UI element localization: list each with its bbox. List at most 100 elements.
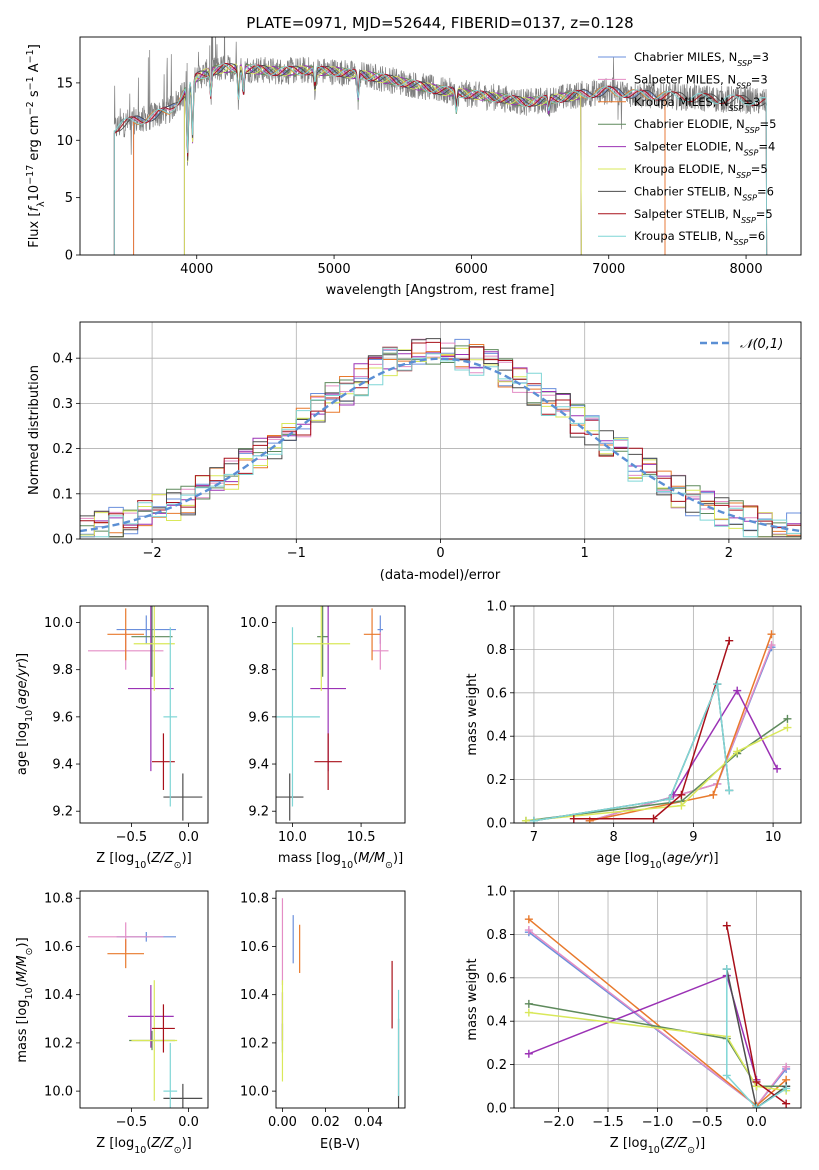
legend-count: =5 bbox=[760, 117, 777, 131]
x-axis-label-part: )] bbox=[182, 1136, 192, 1151]
x-tick-label: 4000 bbox=[180, 262, 213, 277]
y-tick-label: 0.0 bbox=[486, 1102, 507, 1117]
massweight-series-line bbox=[533, 681, 731, 822]
axes-frame bbox=[275, 605, 406, 824]
x-tick-label: 7 bbox=[530, 830, 538, 845]
legend-text: Salpeter STELIB, N bbox=[634, 207, 741, 221]
legend-text: Salpeter ELODIE, N bbox=[634, 140, 744, 154]
residual-histogram-step bbox=[80, 347, 801, 538]
x-axis-label-part: Z/Z bbox=[150, 851, 174, 866]
data-marker bbox=[529, 816, 538, 823]
plot-area bbox=[88, 606, 203, 821]
data-marker bbox=[709, 790, 718, 799]
legend-count: =3 bbox=[743, 95, 760, 109]
y-tick-label: 0.4 bbox=[52, 352, 73, 367]
x-axis-label: age [log10(age/yr)] bbox=[596, 851, 718, 871]
x-axis-label-part: Z [log bbox=[96, 851, 134, 866]
massweight-series-line bbox=[525, 726, 788, 822]
axes-frame bbox=[79, 605, 209, 824]
x-axis-label: Z [log10(Z/Z⊙)] bbox=[610, 1136, 705, 1156]
y-tick-label: 10.4 bbox=[240, 988, 269, 1003]
y-axis-label-part: s bbox=[27, 90, 42, 101]
x-tick-label: 2 bbox=[725, 546, 733, 561]
legend-text: Salpeter MILES, N bbox=[634, 72, 736, 86]
age-vs-mass-panel: 10.0 10.5 9.2 9.4 9.6 9.8 10.0 mass [log10(M/M⊙… bbox=[240, 605, 406, 871]
x-tick-label: −2.0 bbox=[543, 1115, 575, 1130]
residuals-panel: −2 −1 0 1 2 0.0 0.1 0.2 0.3 0.4 (data-model)/error… bbox=[27, 321, 802, 583]
massweight-series-line bbox=[726, 968, 787, 1108]
y-axis-label: mass weight bbox=[465, 673, 480, 755]
x-tick-label: 9 bbox=[689, 830, 697, 845]
x-tick-label: 8 bbox=[610, 830, 618, 845]
axes: 10.0 10.5 9.2 9.4 9.6 9.8 10.0 mass [log10(M/M⊙… bbox=[240, 605, 406, 871]
data-marker bbox=[782, 1099, 791, 1108]
data-marker bbox=[524, 926, 533, 935]
y-tick-label: 9.2 bbox=[248, 805, 269, 820]
y-axis-label-part: f bbox=[27, 205, 42, 212]
y-axis-label-part: ⊙ bbox=[24, 948, 35, 956]
plot-area bbox=[276, 606, 389, 821]
data-marker bbox=[524, 915, 533, 924]
x-tick-label: −0.5 bbox=[116, 1115, 148, 1130]
y-tick-label: 10.4 bbox=[44, 988, 73, 1003]
x-tick-label: 1 bbox=[581, 546, 589, 561]
model-spectrum-line bbox=[133, 63, 666, 255]
y-axis-label-part: M/M bbox=[15, 955, 30, 982]
legend-entry: Kroupa STELIB, NSSP=6 bbox=[634, 229, 765, 247]
plot-area bbox=[281, 898, 400, 1108]
axes-frame bbox=[275, 890, 406, 1109]
x-axis-label: wavelength [Angstrom, rest frame] bbox=[326, 283, 555, 298]
massweight-series-line bbox=[528, 974, 758, 1081]
y-tick-label: 9.2 bbox=[52, 805, 73, 820]
model-spectrum-line bbox=[133, 62, 666, 255]
x-axis-label-part: )] bbox=[393, 851, 403, 866]
y-axis-label-part: ] bbox=[27, 44, 42, 49]
y-axis-label-part: −1 bbox=[25, 76, 36, 90]
x-axis-label-part: age [log bbox=[596, 851, 649, 866]
data-marker bbox=[649, 814, 658, 823]
x-axis-label-part: ⊙ bbox=[687, 1145, 695, 1156]
y-tick-label: 10.0 bbox=[44, 616, 73, 631]
y-axis-label-part: −17 bbox=[25, 165, 36, 185]
legend-count: =3 bbox=[751, 72, 768, 86]
legend-entry: Kroupa ELODIE, NSSP=5 bbox=[634, 162, 768, 180]
axes: −0.5 0.010.010.210.410.610.8Z [log10(Z/Z⊙… bbox=[15, 890, 209, 1156]
legend-entry: Salpeter ELODIE, NSSP=4 bbox=[634, 140, 775, 158]
y-tick-label: 1.0 bbox=[486, 600, 507, 615]
x-tick-label: 6000 bbox=[455, 262, 488, 277]
x-tick-label: 0.00 bbox=[268, 1115, 297, 1130]
data-marker bbox=[767, 641, 776, 650]
data-marker bbox=[783, 723, 792, 732]
legend-subscript: SSP bbox=[736, 81, 751, 90]
legend-subscript: SSP bbox=[734, 238, 749, 247]
observed-spectrum-line bbox=[113, 37, 768, 166]
x-tick-label: −2 bbox=[143, 546, 162, 561]
y-axis-label-part: age [log bbox=[15, 722, 30, 775]
y-tick-label: 10.6 bbox=[44, 940, 73, 955]
y-tick-label: 0.0 bbox=[486, 817, 507, 832]
legend-entry: Chabrier ELODIE, NSSP=5 bbox=[634, 117, 776, 135]
y-tick-label: 0.0 bbox=[52, 533, 73, 548]
data-marker bbox=[524, 999, 533, 1008]
y-tick-label: 0.2 bbox=[486, 1058, 507, 1073]
y-axis-label-part: Flux [ bbox=[27, 212, 42, 248]
data-marker bbox=[722, 965, 731, 974]
y-tick-label: 5 bbox=[65, 191, 73, 206]
y-axis-label-part: 10 bbox=[24, 987, 35, 999]
y-tick-label: 9.6 bbox=[248, 710, 269, 725]
x-tick-label: 10 bbox=[765, 830, 782, 845]
data-marker bbox=[725, 636, 734, 645]
legend-entry: Chabrier STELIB, NSSP=6 bbox=[634, 184, 774, 202]
residual-histogram-step bbox=[80, 341, 801, 529]
massweight-series-line bbox=[528, 1011, 787, 1092]
massweight-series-line bbox=[726, 969, 787, 1108]
x-tick-label: −1.0 bbox=[642, 1115, 674, 1130]
legend-entry: Chabrier MILES, NSSP=3 bbox=[634, 50, 769, 68]
legend-count: =5 bbox=[756, 207, 773, 221]
legend-text: Kroupa STELIB, N bbox=[634, 229, 734, 243]
x-axis-label-part: 10 bbox=[650, 860, 662, 871]
plot-area bbox=[113, 37, 768, 255]
axes: 4000 5000 6000 7000 8000 0 5 10 15 wavelength [An… bbox=[25, 36, 802, 298]
